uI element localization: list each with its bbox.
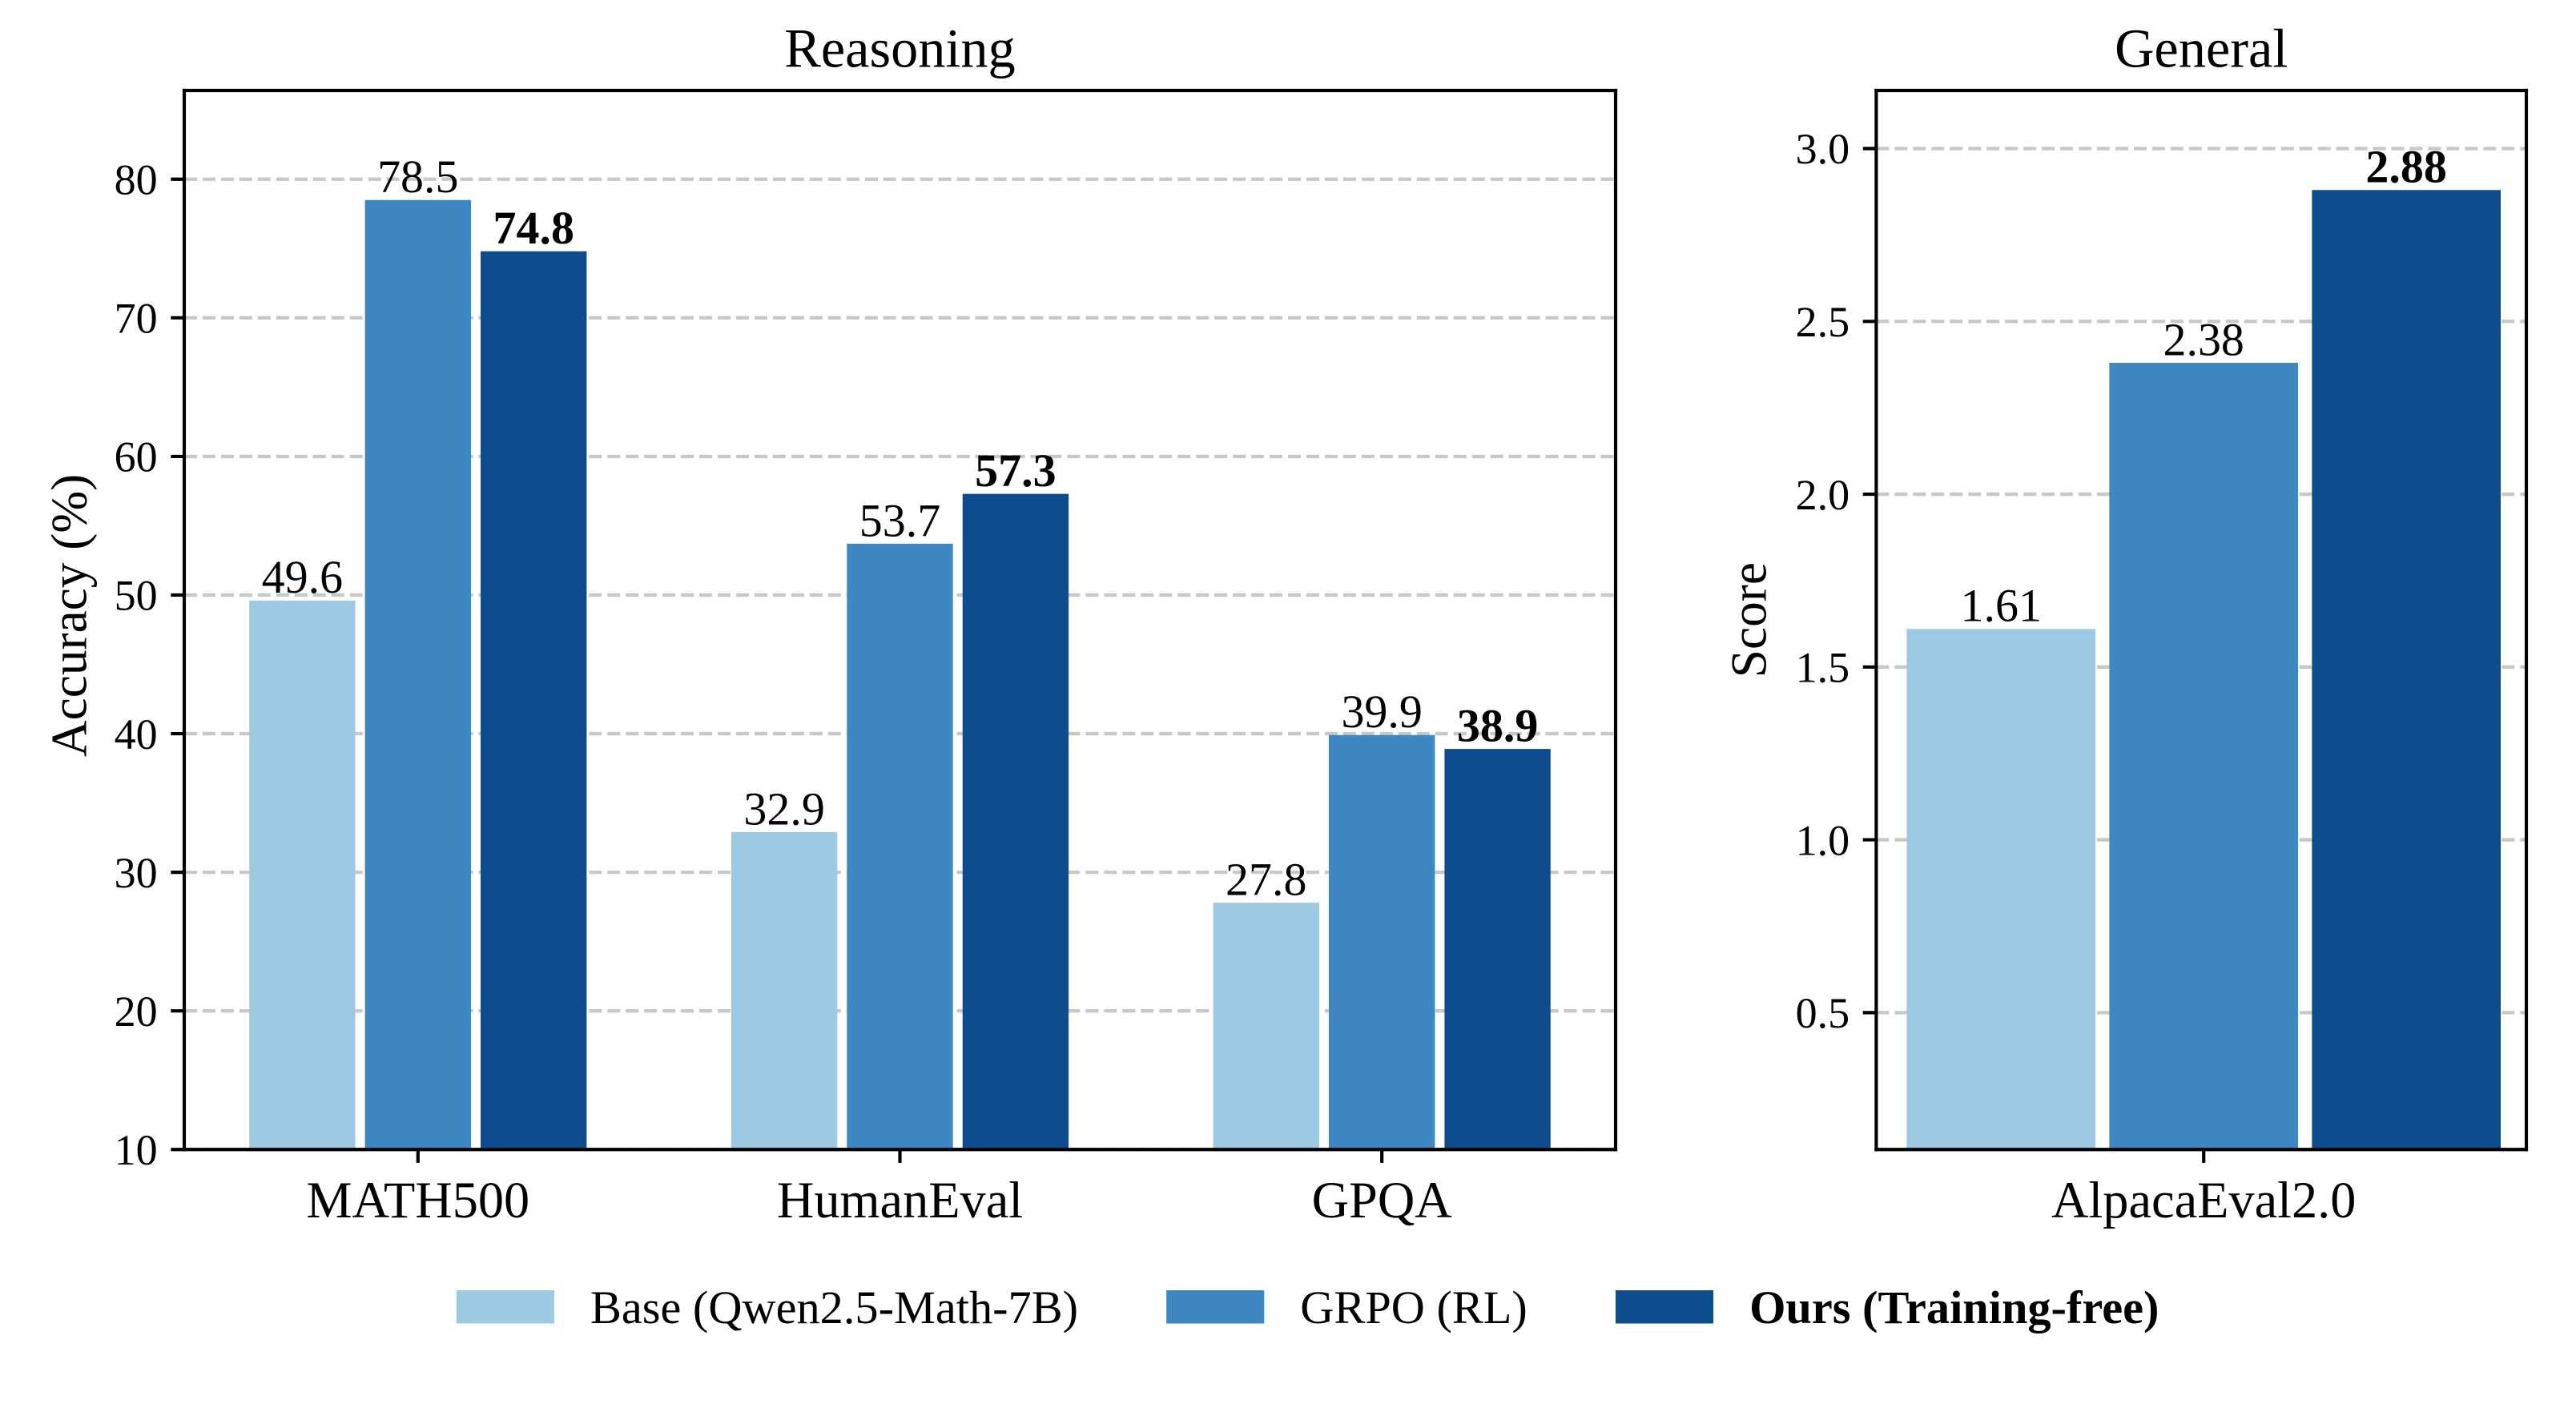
svg-text:2.88: 2.88 [2365, 141, 2446, 193]
svg-text:32.9: 32.9 [743, 782, 824, 835]
svg-text:3.0: 3.0 [1796, 125, 1850, 173]
svg-text:2.5: 2.5 [1796, 298, 1850, 346]
svg-text:1.61: 1.61 [1960, 580, 2041, 632]
svg-text:Base (Qwen2.5-Math-7B): Base (Qwen2.5-Math-7B) [590, 1281, 1078, 1334]
svg-text:40: 40 [115, 710, 158, 758]
svg-text:GRPO (RL): GRPO (RL) [1300, 1281, 1527, 1334]
svg-text:53.7: 53.7 [859, 494, 940, 546]
svg-text:10: 10 [115, 1126, 158, 1174]
svg-text:27.8: 27.8 [1226, 854, 1306, 906]
svg-text:30: 30 [115, 849, 158, 897]
svg-text:Accuracy (%): Accuracy (%) [41, 474, 97, 757]
svg-text:74.8: 74.8 [493, 202, 574, 254]
svg-text:GPQA: GPQA [1312, 1172, 1452, 1229]
svg-text:70: 70 [115, 295, 158, 343]
svg-text:MATH500: MATH500 [306, 1172, 529, 1229]
svg-text:0.5: 0.5 [1796, 989, 1850, 1037]
svg-text:57.3: 57.3 [975, 445, 1056, 497]
svg-text:20: 20 [115, 988, 158, 1036]
svg-text:80: 80 [115, 155, 158, 203]
svg-text:Score: Score [1721, 562, 1777, 678]
svg-text:HumanEval: HumanEval [777, 1172, 1023, 1229]
svg-text:78.5: 78.5 [377, 151, 458, 203]
svg-text:1.0: 1.0 [1796, 816, 1850, 864]
svg-text:Ours (Training-free): Ours (Training-free) [1749, 1281, 2159, 1334]
svg-text:39.9: 39.9 [1341, 686, 1422, 738]
svg-text:General: General [2115, 18, 2288, 79]
svg-text:2.38: 2.38 [2163, 313, 2244, 365]
svg-text:60: 60 [115, 433, 158, 481]
svg-text:50: 50 [115, 572, 158, 620]
svg-text:2.0: 2.0 [1796, 471, 1850, 519]
svg-text:49.6: 49.6 [262, 551, 343, 603]
svg-text:1.5: 1.5 [1796, 644, 1850, 692]
svg-text:Reasoning: Reasoning [784, 18, 1015, 79]
svg-text:38.9: 38.9 [1457, 699, 1538, 751]
svg-text:AlpacaEval2.0: AlpacaEval2.0 [2051, 1172, 2356, 1229]
